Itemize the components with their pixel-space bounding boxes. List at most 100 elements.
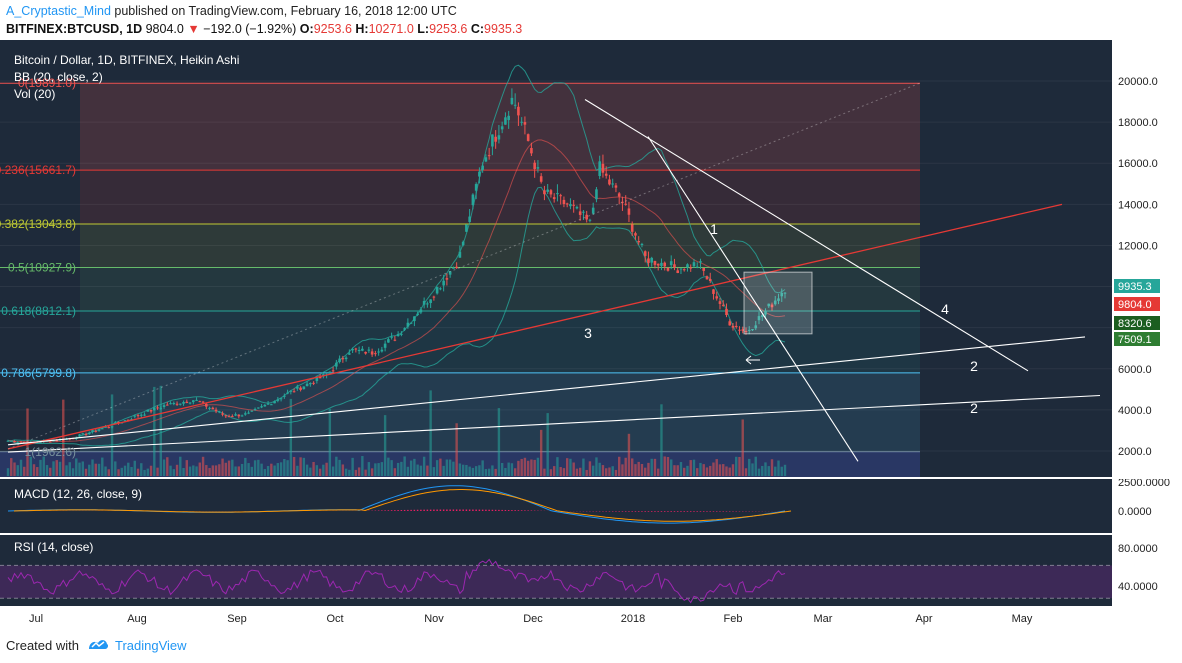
close-value: 9935.3 <box>484 22 523 36</box>
volume-bar <box>273 465 276 476</box>
candle-body <box>575 206 579 209</box>
candle-body <box>289 390 293 392</box>
candle-body <box>403 328 406 330</box>
candle-body <box>409 322 413 324</box>
fib-label: 0.5(10927.9) <box>8 260 76 274</box>
candle-body <box>136 415 140 417</box>
candle-body <box>738 329 741 331</box>
volume-bar <box>36 467 39 476</box>
volume-bar <box>159 385 162 476</box>
volume-bar <box>569 458 572 476</box>
tradingview-logo-icon[interactable] <box>87 637 109 654</box>
candle-body <box>556 193 559 195</box>
volume-bar <box>133 460 136 476</box>
volume-bar <box>631 458 634 476</box>
candle-body <box>621 201 624 203</box>
volume-bar <box>247 463 250 476</box>
volume-bar <box>120 467 123 476</box>
volume-bar <box>409 460 413 476</box>
candle-body <box>523 122 527 125</box>
volume-bar <box>292 456 296 476</box>
volume-bar <box>517 460 520 476</box>
volume-bar <box>78 462 81 476</box>
down-arrow-icon: ▼ <box>187 22 200 36</box>
candle-body <box>283 395 286 397</box>
volume-bar <box>552 466 556 476</box>
volume-bar <box>491 465 494 476</box>
volume-bar <box>478 465 481 476</box>
volume-bar <box>744 468 748 476</box>
rsi-legend: RSI (14, close) <box>14 540 93 554</box>
candle-body <box>517 106 520 116</box>
volume-bar <box>296 465 299 476</box>
volume-bar <box>55 460 58 476</box>
candle-body <box>263 404 267 407</box>
candle-body <box>380 349 384 352</box>
volume-bar <box>448 459 452 476</box>
volume-bar <box>377 463 380 476</box>
candle-body <box>458 251 462 258</box>
volume-bar <box>413 458 416 476</box>
candle-body <box>728 321 732 326</box>
rsi-pane <box>0 558 1112 604</box>
volume-bar <box>461 464 465 476</box>
volume-bar <box>156 467 159 476</box>
candle-body <box>526 134 530 141</box>
candle-body <box>760 315 764 317</box>
tradingview-link[interactable]: TradingView <box>114 638 187 653</box>
candle-body <box>396 334 400 337</box>
high-value: 10271.0 <box>368 22 414 36</box>
volume-bar <box>351 457 354 476</box>
published-text: published on TradingView.com, February 1… <box>114 4 457 18</box>
volume-bar <box>19 459 23 476</box>
rsi-tick-label: 40.0000 <box>1118 581 1158 593</box>
volume-bar <box>127 462 130 476</box>
volume-bar <box>84 468 88 476</box>
wave-label: 4 <box>941 301 949 317</box>
volume-bar <box>536 457 540 476</box>
candle-body <box>286 392 289 394</box>
volume-bar <box>640 463 644 476</box>
candle-body <box>452 267 455 269</box>
volume-bar <box>764 462 767 476</box>
candle-body <box>741 329 745 331</box>
volume-bar <box>244 457 247 476</box>
volume-bar <box>757 468 761 476</box>
volume-bar <box>751 463 754 476</box>
candle-body <box>643 251 647 256</box>
candle-body <box>227 416 231 418</box>
volume-bar <box>770 459 774 476</box>
x-tick-label: Aug <box>127 613 147 625</box>
rsi-line <box>7 558 786 604</box>
open-value: 9253.6 <box>313 22 352 36</box>
candle-body <box>123 420 127 422</box>
candle-body <box>676 270 680 274</box>
volume-bar <box>644 467 647 476</box>
volume-bar <box>153 386 156 476</box>
volume-bar <box>364 469 367 476</box>
x-tick-label: Apr <box>915 613 932 625</box>
candle-body <box>744 331 748 333</box>
price-chart[interactable]: 0(19891.0) 0.236(15661.7) 0.382(13043.8) 0.… <box>0 40 1182 630</box>
volume-bar <box>179 456 182 476</box>
candle-body <box>439 288 442 290</box>
volume-bar <box>211 465 215 476</box>
volume-bar <box>474 466 478 476</box>
author-link[interactable]: A_Cryptastic_Mind <box>6 4 111 18</box>
price-badge <box>1114 316 1160 330</box>
x-tick-label: Nov <box>424 613 444 625</box>
candle-body <box>302 386 306 390</box>
y-tick-label: 14000.0 <box>1118 199 1158 211</box>
volume-bar <box>549 469 553 476</box>
volume-bar <box>556 457 559 476</box>
volume-bar <box>696 468 699 476</box>
volume-bar <box>728 467 731 476</box>
candle-body <box>695 266 699 268</box>
open-label: O: <box>299 22 314 36</box>
price-badge-label: 9804.0 <box>1118 299 1152 311</box>
candle-body <box>422 300 426 305</box>
candle-body <box>318 376 322 379</box>
fib-zone <box>80 223 920 268</box>
volume-bar <box>266 466 270 476</box>
candle-body <box>673 264 676 268</box>
